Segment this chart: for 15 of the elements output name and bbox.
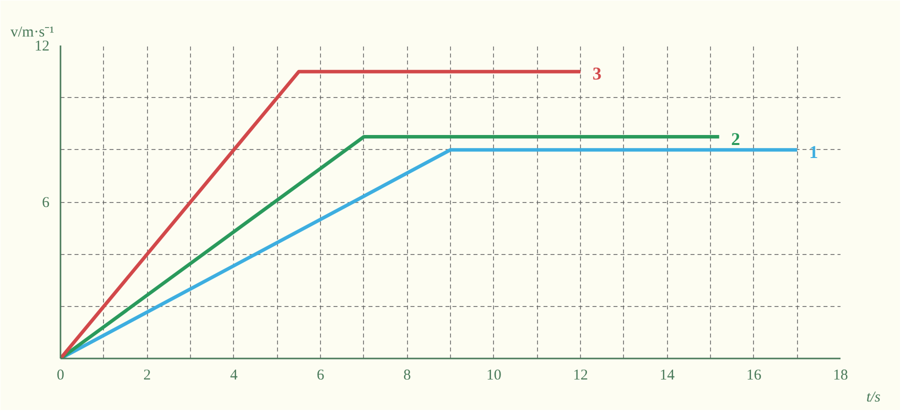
- x-tick-label: 16: [746, 368, 762, 384]
- series-label: 1: [809, 142, 818, 162]
- x-tick-label: 4: [230, 368, 238, 384]
- x-tick-label: 14: [660, 368, 676, 384]
- x-tick-label: 12: [573, 368, 588, 384]
- x-tick-label: 0: [56, 368, 64, 384]
- x-tick-label: 8: [403, 368, 411, 384]
- x-axis-title: t/s: [866, 390, 881, 406]
- series-label: 2: [731, 128, 740, 149]
- series-label: 3: [592, 64, 602, 84]
- x-tick-label: 18: [833, 368, 848, 384]
- x-tick-label: 6: [316, 368, 325, 384]
- x-tick-label: 10: [486, 368, 502, 384]
- x-tick-label: 2: [143, 368, 151, 384]
- y-axis-title: v/m·s⁻¹: [10, 24, 54, 40]
